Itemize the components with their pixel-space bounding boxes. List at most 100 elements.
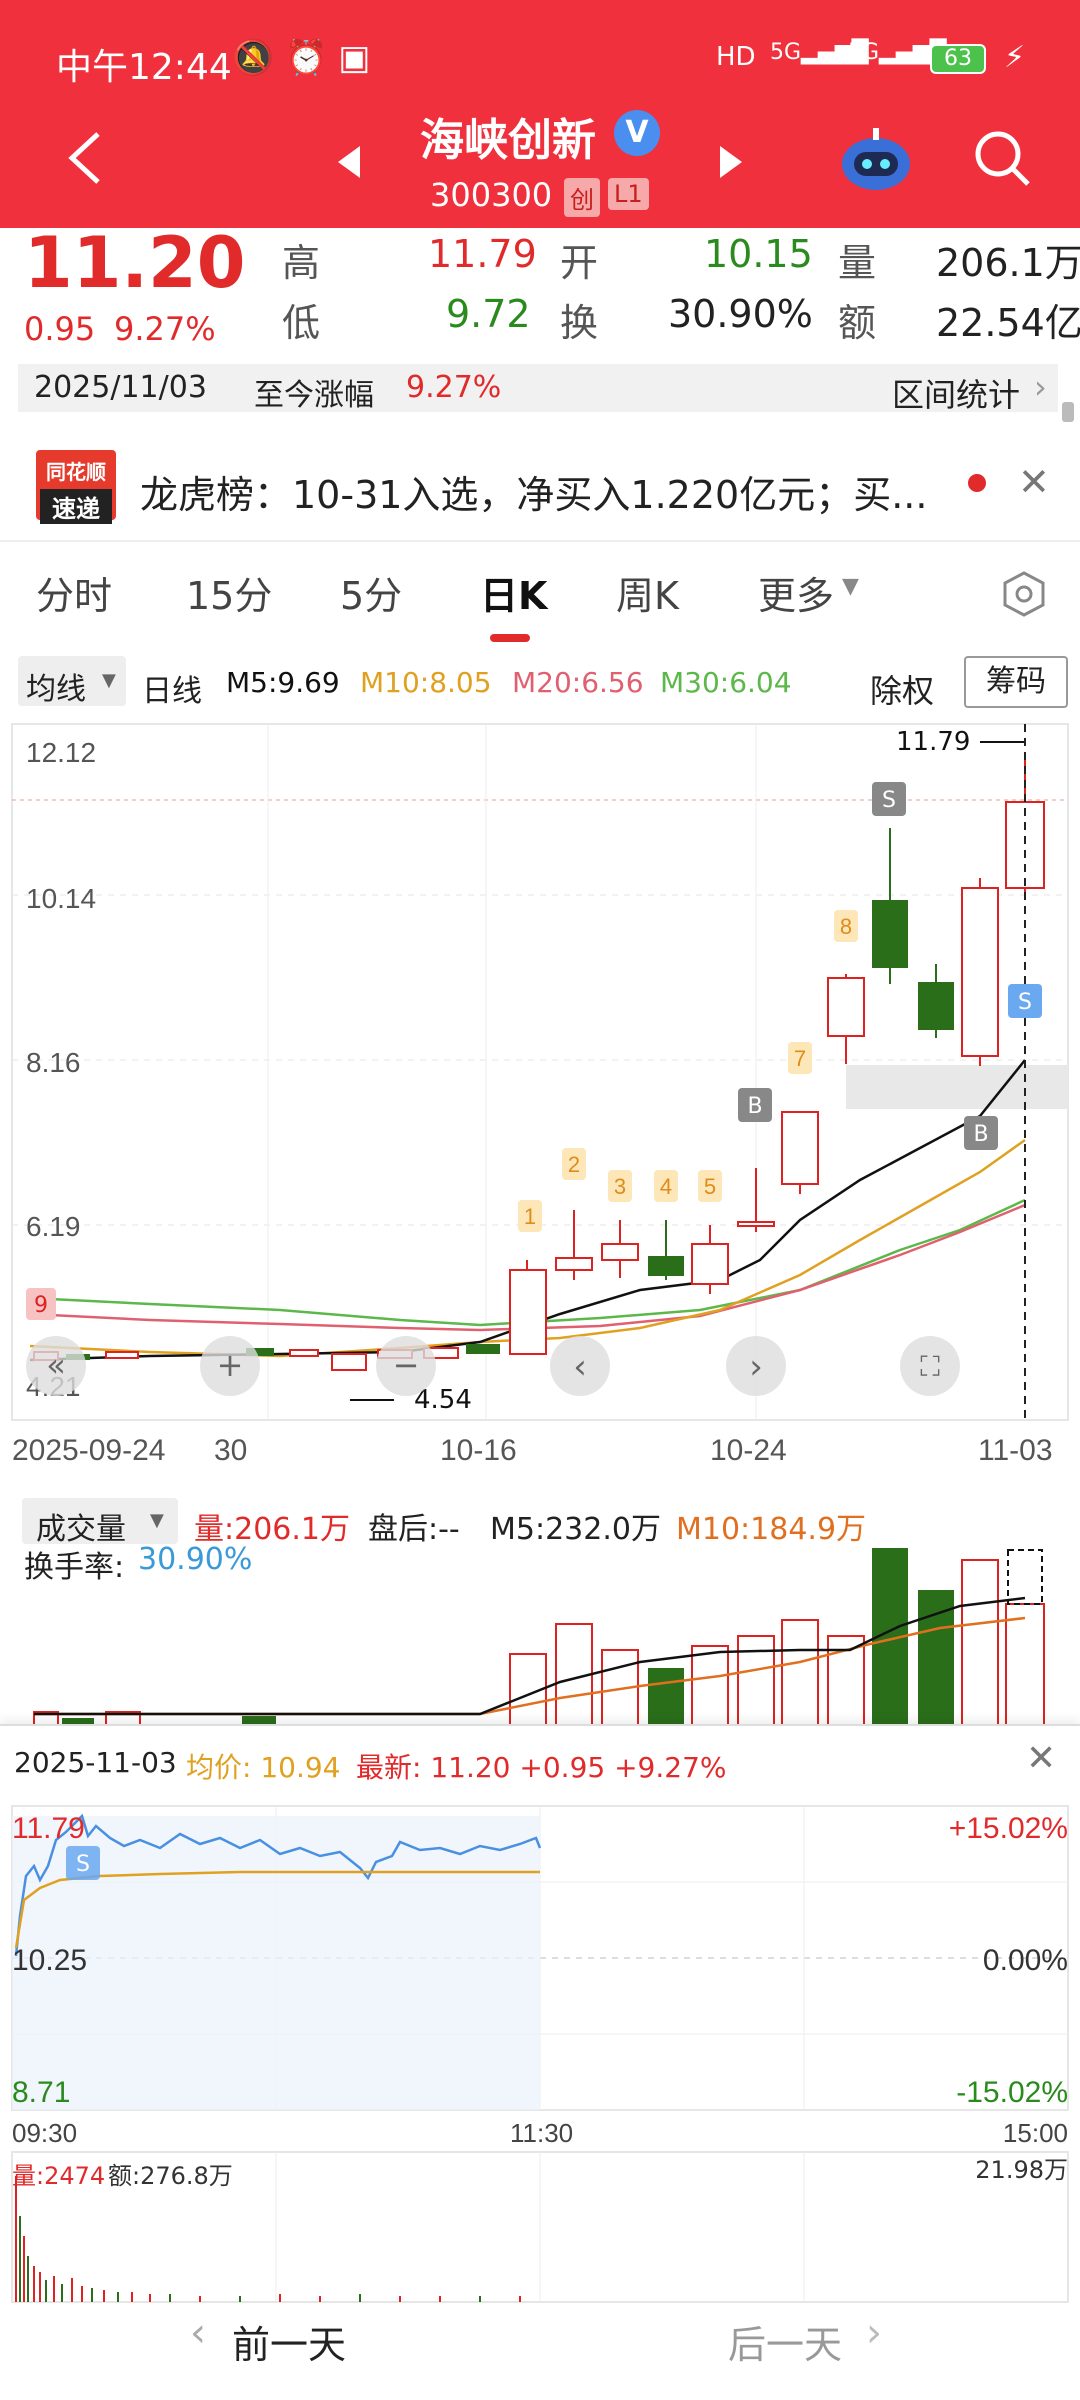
buy-signal-label: B: [973, 1122, 988, 1147]
candle: [691, 1243, 729, 1285]
volume-selector[interactable]: 成交量 ▼: [22, 1498, 178, 1547]
td-signals: 1 2 3 4 5 7 8: [518, 910, 858, 1232]
back-icon[interactable]: [62, 128, 108, 188]
time-label: 15:00: [1003, 2118, 1068, 2148]
sell-signal-label: S: [76, 1852, 90, 1877]
candle: [555, 1257, 593, 1271]
level-tag: L1: [608, 178, 649, 210]
next-day-button[interactable]: 后一天: [728, 2323, 843, 2367]
status-time: 中午12:44: [56, 47, 232, 88]
intraday-chart[interactable]: S 11.79 10.25 8.71 +15.02% 0.00% -15.02%…: [0, 1796, 1080, 2396]
stock-name: 海峡创新: [420, 115, 596, 166]
candle: [601, 1243, 639, 1261]
nine-signal-label: 9: [34, 1293, 48, 1318]
next-stock-icon[interactable]: [716, 144, 746, 180]
time-label: 11:30: [510, 2118, 573, 2148]
volume-chart: [33, 1548, 1045, 1730]
y-axis-label: 10.14: [26, 883, 96, 914]
vol-m5-line: [34, 1596, 1026, 1716]
intraday-vol-max: 21.98万: [975, 2156, 1068, 2184]
y-axis-label: 8.16: [26, 1047, 81, 1078]
ma20-line: [29, 1203, 1026, 1332]
signal-label: 1: [524, 1204, 536, 1229]
signal-label: 7: [794, 1046, 806, 1071]
close-icon[interactable]: ✕: [1018, 460, 1050, 504]
sell-signal-label: S: [882, 788, 896, 813]
open-label: 开: [560, 241, 599, 285]
tab-more[interactable]: 更多: [758, 574, 835, 618]
intraday-date: 2025-11-03: [14, 1746, 177, 1779]
x-axis-label: 30: [214, 1434, 247, 1467]
period-label: 日线: [142, 674, 202, 709]
robot-assistant-icon[interactable]: [840, 124, 912, 194]
right-icon: ›: [749, 1347, 763, 1387]
range-stats-button[interactable]: 区间统计: [892, 376, 1021, 414]
candle: [105, 1351, 139, 1359]
turnover-rate-value: 30.90%: [138, 1542, 253, 1577]
candle: [872, 900, 908, 968]
low-label: 低: [282, 301, 321, 345]
tab-5min[interactable]: 5分: [340, 574, 403, 618]
ma-selector[interactable]: 均线 ▼: [18, 656, 126, 707]
signal-icon: 5G▂▄▆█: [770, 40, 869, 65]
scrollbar[interactable]: [1062, 402, 1074, 422]
x-axis-label: 10-16: [440, 1434, 517, 1467]
search-icon[interactable]: [972, 128, 1032, 188]
status-icons: 🔕 ⏰ ▣: [232, 38, 371, 78]
y-top-label: 11.79: [12, 1812, 85, 1845]
tab-daily-k[interactable]: 日K: [480, 574, 548, 618]
time-label: 09:30: [12, 2118, 77, 2148]
tab-timeshare[interactable]: 分时: [36, 574, 113, 618]
prev-stock-icon[interactable]: [334, 144, 364, 180]
double-left-icon: «: [46, 1346, 66, 1384]
turnover-label: 换: [560, 301, 599, 345]
zoom-in-button: [200, 1336, 260, 1396]
high-value: 11.79: [428, 232, 537, 276]
candle: [331, 1353, 367, 1371]
pct-top-label: +15.02%: [949, 1812, 1068, 1845]
buy-signal-label: B: [747, 1094, 762, 1119]
charging-icon: ⚡: [1004, 40, 1026, 75]
close-icon[interactable]: ✕: [1026, 1738, 1057, 1779]
kline-chart[interactable]: 1 2 3 4 5 7 8 9 B B S S 12.12 10.14 8.16…: [0, 720, 1080, 1480]
hd-icon: HD: [716, 42, 756, 72]
expand-icon: ⛶: [920, 1350, 940, 1383]
volume-value: 206.1万: [936, 241, 1080, 285]
chevron-right-icon: ›: [1034, 368, 1047, 406]
intraday-avg: 均价: 10.94: [186, 1751, 341, 1784]
ma20-value: M20:6.56: [512, 666, 644, 699]
x-axis-label: 10-24: [710, 1434, 787, 1467]
chip-distribution-button[interactable]: 筹码: [964, 656, 1068, 708]
sell-signal-badge: [1008, 984, 1042, 1018]
tab-15min[interactable]: 15分: [186, 574, 273, 618]
volume-label: 量: [838, 241, 877, 285]
candle: [781, 1111, 819, 1185]
settings-hexagon-icon[interactable]: [1000, 570, 1048, 618]
plus-icon: +: [217, 1346, 244, 1384]
signal-label: 8: [840, 914, 852, 939]
news-ticker[interactable]: 同花顺 速递 龙虎榜：10-31入选，净买入1.220亿元；买... ✕: [0, 436, 1080, 540]
x-axis-label: 11-03: [978, 1434, 1053, 1467]
amount-value: 22.54亿: [936, 301, 1080, 345]
sell-signal-badge: [66, 1846, 100, 1880]
prev-bar-button: [550, 1336, 610, 1396]
price-change: 0.95: [24, 310, 96, 348]
ma30-value: M30:6.04: [660, 666, 792, 699]
next-bar-button: [726, 1336, 786, 1396]
signal-label: 4: [660, 1174, 672, 1199]
adjust-button[interactable]: 除权: [870, 672, 935, 710]
open-value: 10.15: [704, 232, 813, 276]
high-label: 高: [282, 241, 321, 285]
board-tag: 创: [564, 178, 600, 217]
tab-weekly-k[interactable]: 周K: [616, 574, 679, 618]
candle: [961, 887, 999, 1057]
ma5-value: M5:9.69: [226, 666, 340, 699]
active-tab-indicator: [490, 634, 530, 642]
candle: [246, 1348, 274, 1356]
intraday-panel: 2025-11-03 均价: 10.94 最新: 11.20 +0.95 +9.…: [0, 1724, 1080, 2400]
stock-code: 300300: [430, 176, 553, 214]
range-stats-bar[interactable]: 2025/11/03 至今涨幅 9.27% 区间统计 ›: [18, 364, 1058, 414]
app-header: 中午12:44 🔕 ⏰ ▣ HD 5G▂▄▆█ 5G▂▄▆█ 63 ⚡ 海峡创新…: [0, 0, 1080, 228]
dropdown-icon: ▼: [842, 574, 859, 599]
prev-day-button[interactable]: 前一天: [232, 2323, 347, 2367]
